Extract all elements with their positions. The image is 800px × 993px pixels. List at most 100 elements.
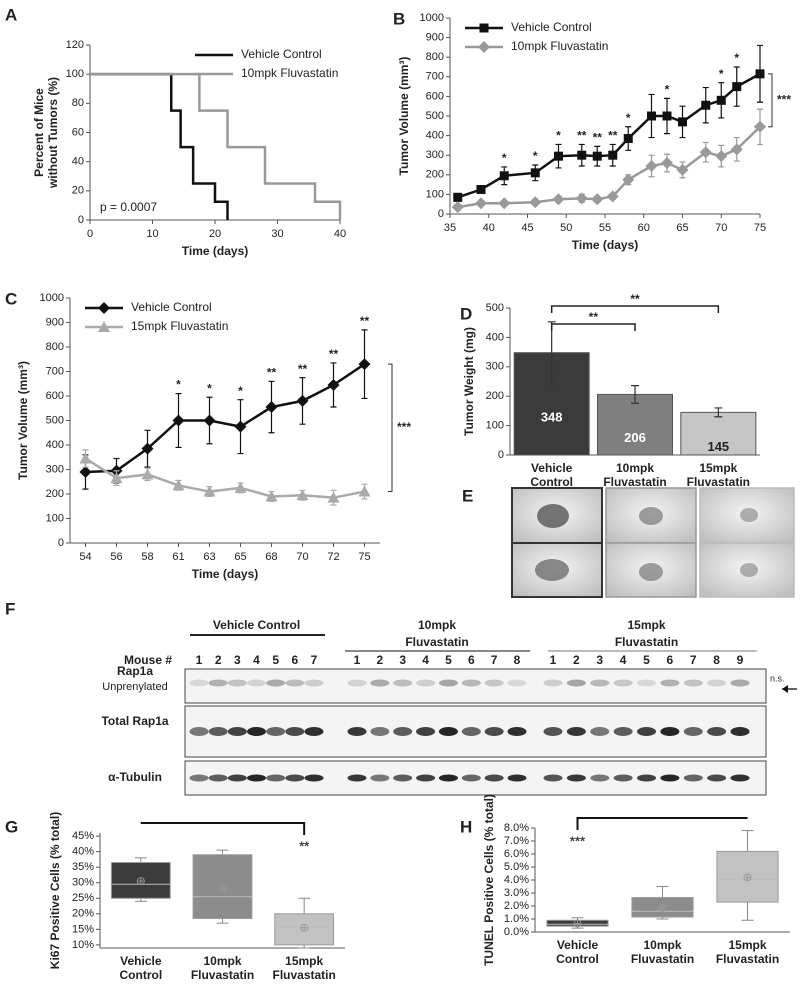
x-tick-label: 65	[234, 551, 246, 563]
marker	[79, 465, 92, 478]
blot-band	[189, 679, 209, 687]
whisker	[298, 944, 311, 949]
x-tick-label: Fluvastatin	[687, 475, 750, 489]
x-tick-label: 61	[172, 551, 184, 563]
marker	[530, 168, 540, 178]
error-bar	[547, 321, 556, 385]
y-tick-label: 400	[46, 439, 64, 451]
y-tick-label: 0	[498, 449, 504, 461]
significance-bracket	[388, 363, 393, 493]
marker	[141, 468, 154, 480]
blot-band	[707, 774, 727, 782]
y-tick-label: 1000	[420, 12, 444, 24]
row-label: Total Rap1a	[101, 714, 168, 728]
marker	[577, 150, 587, 160]
y-tick-label: 40%	[72, 846, 94, 858]
x-tick-label: 15mpk	[285, 954, 323, 968]
group-label: Fluvastatin	[405, 635, 468, 649]
annotation: p = 0.0007	[100, 200, 157, 214]
blot-band	[347, 727, 367, 736]
x-tick-label: 40	[483, 222, 495, 234]
marker	[203, 485, 216, 497]
blot-band	[416, 727, 436, 736]
lane-number: 3	[596, 653, 603, 667]
blot-band	[393, 774, 413, 782]
marker	[110, 472, 123, 484]
x-tick-label: 54	[79, 551, 91, 563]
bar	[680, 411, 757, 456]
y-tick-label: 900	[46, 316, 64, 328]
marker	[754, 120, 766, 133]
y-tick-label: 200	[426, 169, 444, 181]
x-tick-label: Vehicle	[531, 461, 573, 475]
mean-cross	[660, 905, 665, 911]
tumor-photos	[511, 487, 795, 598]
x-tick-label: 68	[265, 551, 277, 563]
blot-band	[285, 774, 305, 782]
x-tick-label: Fluvastatin	[272, 968, 335, 982]
y-tick-label: 500	[46, 414, 64, 426]
panel-letter: A	[5, 5, 17, 24]
marker	[755, 69, 765, 79]
marker	[141, 442, 154, 455]
significance-bracket	[768, 73, 773, 128]
blot-band	[266, 727, 286, 736]
significance-label: **	[608, 129, 618, 143]
tumor	[639, 563, 663, 581]
marker	[622, 173, 635, 186]
marker	[645, 159, 658, 172]
lane-number: 1	[196, 653, 203, 667]
group-label: 10mpk	[418, 618, 456, 632]
marker	[475, 197, 487, 210]
marker	[327, 491, 340, 503]
series-line	[84, 457, 365, 499]
arrow-head	[782, 685, 788, 693]
marker	[172, 479, 185, 491]
marker	[716, 95, 726, 105]
blot-band	[461, 679, 481, 687]
blot-band	[438, 679, 458, 687]
y-tick-label: 200	[486, 390, 504, 402]
y-tick-label: 15%	[72, 923, 94, 935]
mean-marker	[743, 873, 752, 882]
significance-label: **	[360, 314, 370, 328]
y-tick-label: 500	[426, 110, 444, 122]
lane-number: 4	[422, 653, 429, 667]
mean-cross	[138, 878, 144, 884]
y-tick-label: 800	[426, 51, 444, 63]
blot-band	[660, 679, 680, 687]
survival-curve	[90, 72, 342, 220]
y-tick-label: 20%	[72, 908, 94, 920]
blot-band	[637, 727, 656, 736]
y-tick-label: 30%	[72, 877, 94, 889]
x-tick-label: 72	[327, 551, 339, 563]
blot-band	[189, 774, 209, 782]
mean-cross	[220, 886, 225, 892]
y-tick-label: 100	[486, 420, 504, 432]
significance-label: *	[719, 67, 724, 81]
significance-label: **	[298, 362, 308, 376]
blot-band	[266, 679, 286, 687]
y-tick-label: 20	[72, 185, 84, 197]
blot-band	[347, 679, 367, 687]
y-tick-label: 600	[426, 90, 444, 102]
value-label: 348	[541, 409, 563, 424]
group-label: Fluvastatin	[615, 635, 678, 649]
mean-marker	[136, 877, 145, 886]
blot-band	[393, 727, 413, 736]
lane-number: 8	[713, 653, 720, 667]
blot-band	[660, 727, 680, 736]
blot-frame	[184, 668, 767, 704]
panel-letter: F	[5, 599, 15, 618]
significance-label: ***	[570, 833, 586, 848]
x-tick-label: 20	[209, 228, 221, 240]
x-tick-label: Vehicle	[120, 954, 162, 968]
marker	[608, 150, 618, 160]
lane-number: 1	[550, 653, 557, 667]
marker	[498, 197, 511, 210]
blot-band	[370, 679, 390, 687]
blot-band	[393, 679, 413, 687]
blot-band	[613, 679, 633, 687]
marker	[676, 163, 689, 176]
blot-band	[438, 727, 458, 736]
